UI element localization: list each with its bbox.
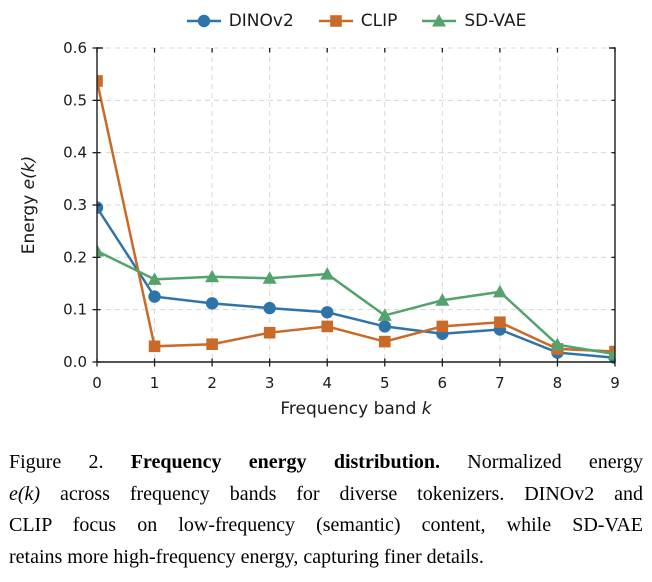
data-point-sd-vae-k3 [262, 271, 277, 284]
data-point-clip-k5 [378, 335, 391, 348]
square-marker-icon [318, 15, 353, 27]
x-tick-label: 0 [92, 374, 102, 392]
data-point-clip-k9 [609, 345, 615, 358]
data-point-clip-k4 [321, 320, 334, 333]
tick-labels: 0.0 0.1 0.2 0.3 0.4 0.5 0.6 0 1 2 3 4 5 6 7 8 9 [63, 39, 620, 392]
y-tick-label: 0.5 [63, 91, 87, 109]
legend-label: SD-VAE [464, 11, 527, 31]
data-point-dinov2-k3 [263, 301, 276, 315]
data-point-sd-vae-k9 [608, 347, 615, 360]
caption-line: Figure 2. Frequency energy distribution.… [9, 447, 643, 479]
caption-segment: Figure 2. [9, 451, 131, 473]
data-point-sd-vae-k0 [97, 244, 104, 257]
circle-marker-icon [186, 14, 221, 28]
data-point-dinov2-k2 [205, 297, 219, 310]
plot-series [97, 75, 615, 364]
legend-item-clip: CLIP [318, 11, 398, 31]
legend-label: CLIP [360, 11, 398, 31]
x-tick-label: 5 [380, 374, 390, 392]
data-point-sd-vae-k4 [320, 267, 335, 280]
x-tick-label: 6 [438, 374, 448, 392]
y-tick-label: 0.3 [63, 196, 87, 214]
data-point-dinov2-k1 [148, 290, 161, 303]
triangle-marker-icon [422, 14, 457, 27]
legend-label: DINOv2 [228, 11, 294, 31]
x-tick-label: 4 [322, 374, 332, 392]
caption-segment: CLIP focus on low-frequency (semantic) c… [9, 514, 643, 536]
caption-segment: Frequency energy distribution. [130, 451, 440, 473]
data-point-dinov2-k5 [378, 320, 391, 333]
y-tick-label: 0.6 [63, 39, 87, 57]
data-point-clip-k7 [494, 316, 506, 329]
legend-item-sd-vae: SD-VAE [421, 11, 526, 31]
chart-legend: DINOv2 CLIP SD-VAE [97, 6, 615, 36]
data-point-sd-vae-k7 [492, 284, 507, 298]
data-point-sd-vae-k6 [435, 293, 450, 306]
caption-segment: across frequency bands for diverse token… [40, 482, 643, 505]
x-axis-label: Frequency band k [280, 399, 432, 419]
series-line-dinov2 [97, 206, 615, 360]
caption-line: retains more high-frequency energy, capt… [9, 542, 643, 574]
caption-segment: e(k) [9, 482, 41, 505]
axes-spines [96, 47, 616, 363]
series-line-sd-vae [97, 249, 615, 356]
x-tick-label: 7 [495, 374, 505, 392]
data-point-sd-vae-k8 [550, 337, 565, 351]
data-point-sd-vae-k2 [205, 269, 220, 283]
y-tick-label: 0.4 [63, 144, 87, 162]
data-point-clip-k0 [97, 75, 103, 87]
gridlines [97, 47, 616, 362]
legend-item-dinov2: DINOv2 [186, 11, 294, 31]
data-point-sd-vae-k5 [377, 308, 392, 321]
y-tick-label: 0.2 [63, 248, 87, 266]
y-tick-label: 0.1 [63, 301, 87, 319]
x-tick-label: 2 [207, 374, 217, 392]
data-point-clip-k3 [263, 326, 276, 339]
data-point-clip-k1 [148, 340, 161, 353]
caption-line: CLIP focus on low-frequency (semantic) c… [9, 510, 643, 542]
x-tick-label: 3 [265, 374, 275, 392]
data-point-sd-vae-k1 [147, 272, 162, 285]
series-line-clip [97, 80, 615, 353]
caption-segment: Normalized energy [439, 451, 643, 473]
frequency-chart: 0.0 0.1 0.2 0.3 0.4 0.5 0.6 0 1 2 3 4 5 6 7 8 9 Frequency… [19, 39, 620, 419]
caption-line: e(k) across frequency bands for diverse … [9, 479, 643, 511]
figure-caption: Figure 2. Frequency energy distribution.… [9, 447, 643, 573]
data-point-clip-k6 [436, 320, 449, 333]
data-point-clip-k2 [206, 338, 218, 351]
data-point-dinov2-k4 [321, 306, 334, 319]
x-tick-label: 8 [553, 374, 563, 392]
y-axis-label: Energy e(k) [19, 156, 39, 255]
y-tick-label: 0.0 [63, 353, 87, 371]
axis-ticks [92, 47, 616, 367]
x-tick-label: 9 [610, 374, 620, 392]
x-tick-label: 1 [150, 374, 160, 392]
caption-segment: retains more high-frequency energy, capt… [9, 545, 484, 568]
